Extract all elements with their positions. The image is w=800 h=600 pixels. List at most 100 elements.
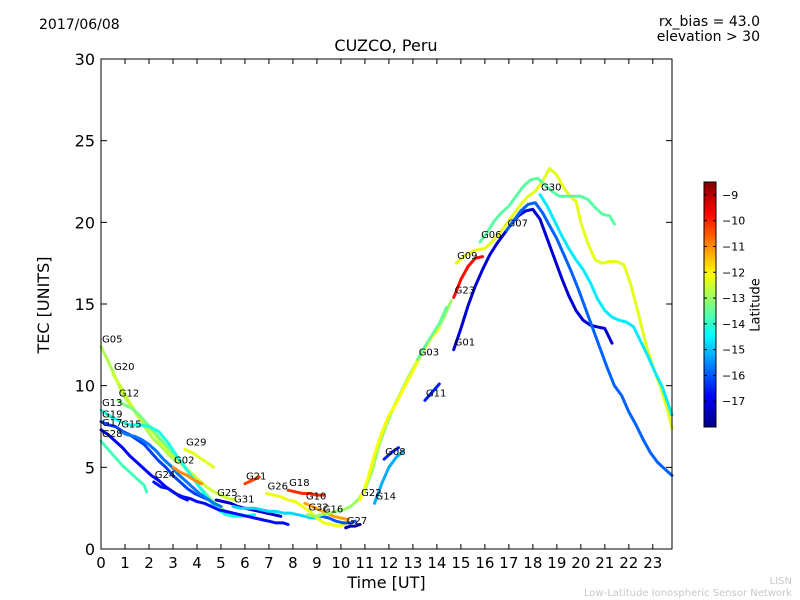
series-label-g25: G25	[217, 488, 237, 499]
colorbar-tick-label: −14	[722, 318, 745, 331]
x-tick-label: 16	[475, 554, 494, 572]
x-tick-label: 15	[451, 554, 470, 572]
series-label-g29: G29	[186, 437, 206, 448]
series-label-g11: G11	[426, 388, 446, 399]
x-tick-label: 3	[168, 554, 178, 572]
x-tick-label: 5	[216, 554, 226, 572]
x-tick-label: 19	[547, 554, 566, 572]
series-label-g07: G07	[507, 219, 527, 230]
chart-title: CUZCO, Peru	[334, 36, 438, 55]
series-label-g18: G18	[289, 478, 309, 489]
x-axis-label: Time [UT]	[347, 573, 426, 592]
y-tick-label: 10	[75, 377, 95, 396]
credit-short: LISN	[769, 576, 792, 587]
series-label-g12: G12	[119, 388, 139, 399]
series-label-g21: G21	[246, 472, 266, 483]
series-label-g22: G22	[361, 488, 381, 499]
x-tick-label: 0	[96, 554, 106, 572]
y-tick-label: 5	[85, 458, 95, 477]
x-tick-label: 21	[595, 554, 614, 572]
colorbar-tick-label: −11	[722, 240, 745, 253]
colorbar-tick-label: −17	[722, 395, 745, 408]
x-tick-label: 20	[571, 554, 590, 572]
colorbar-tick-label: −10	[722, 215, 745, 228]
series-g07	[505, 201, 674, 477]
series-g30	[538, 193, 674, 417]
series-g11	[423, 382, 441, 402]
colorbar-tick-label: −13	[722, 292, 745, 305]
series-label-g28: G28	[102, 429, 122, 440]
x-tick-label: 22	[619, 554, 638, 572]
series-g24	[152, 480, 290, 526]
series-label-g02: G02	[174, 455, 194, 466]
series-g03	[416, 305, 448, 361]
series-g23	[452, 255, 484, 299]
series-label-g08: G08	[385, 447, 405, 458]
series-label-g14: G14	[376, 491, 396, 502]
colorbar-ticks: −9 −10 −11 −12 −13 −14 −15 −16 −17	[704, 189, 745, 408]
x-tick-label: 12	[379, 554, 398, 572]
x-tick-label: 6	[240, 554, 250, 572]
series-g02	[171, 465, 204, 486]
x-tick-label: 13	[403, 554, 422, 572]
x-tick-label: 11	[355, 554, 374, 572]
series-g29	[183, 447, 216, 469]
x-tick-label: 2	[144, 554, 154, 572]
series-label-g23: G23	[455, 285, 475, 296]
x-tick-label: 9	[312, 554, 322, 572]
series-label-g05: G05	[102, 334, 122, 345]
colorbar	[703, 181, 717, 428]
series-label-g16: G16	[323, 504, 343, 515]
series-label-g13: G13	[102, 398, 122, 409]
x-tick-label: 14	[427, 554, 446, 572]
series-layer	[99, 166, 674, 530]
series-label-g09: G09	[457, 251, 477, 262]
series-label-g26: G26	[268, 481, 288, 492]
colorbar-tick-label: −15	[722, 344, 745, 357]
y-tick-label: 25	[75, 132, 95, 151]
series-g18	[286, 488, 326, 497]
series-g14	[373, 449, 405, 505]
x-tick-label: 1	[120, 554, 130, 572]
series-g16	[320, 514, 357, 525]
series-g21	[243, 475, 261, 486]
rx-bias-label: rx_bias = 43.0	[658, 14, 760, 30]
series-label-g32: G32	[308, 503, 328, 514]
series-g06	[478, 176, 616, 244]
axes: 0 1 2 3 4 5 6 7 8 9 10 11 12 13 14 15 16 17 18 19 20 21 22 2305…	[75, 50, 672, 572]
series-label-g15: G15	[121, 419, 141, 430]
series-label-g10: G10	[306, 491, 326, 502]
series-g08	[382, 446, 400, 461]
colorbar-tick-label: −16	[722, 369, 745, 382]
series-g28	[99, 439, 149, 494]
y-tick-label: 15	[75, 295, 95, 314]
series-labels: G05G20G12G13G19G15G17G28G29G02G24G25G21G…	[102, 183, 562, 527]
series-label-g17: G17	[102, 418, 122, 429]
series-g09	[454, 166, 674, 430]
series-g13	[99, 408, 256, 518]
series-label-g19: G19	[102, 410, 122, 421]
x-tick-label: 23	[643, 554, 662, 572]
series-g19	[99, 420, 211, 502]
y-tick-label: 0	[85, 540, 95, 559]
series-g32	[305, 299, 453, 518]
colorbar-tick-label: −9	[722, 189, 738, 202]
series-label-g20: G20	[114, 362, 134, 373]
x-tick-label: 4	[192, 554, 202, 572]
series-g31	[231, 505, 321, 520]
x-tick-label: 17	[499, 554, 518, 572]
series-g01	[452, 207, 614, 352]
y-tick-label: 30	[75, 50, 95, 69]
series-label-g27: G27	[347, 516, 367, 527]
x-tick-label: 18	[523, 554, 542, 572]
x-tick-label: 7	[264, 554, 274, 572]
series-g27	[344, 523, 362, 530]
elevation-label: elevation > 30	[656, 29, 760, 45]
x-tick-label: 8	[288, 554, 298, 572]
series-label-g01: G01	[455, 338, 475, 349]
colorbar-tick-label: −12	[722, 266, 745, 279]
series-label-g31: G31	[234, 495, 254, 506]
y-tick-label: 20	[75, 213, 95, 232]
date-label: 2017/06/08	[39, 17, 120, 33]
